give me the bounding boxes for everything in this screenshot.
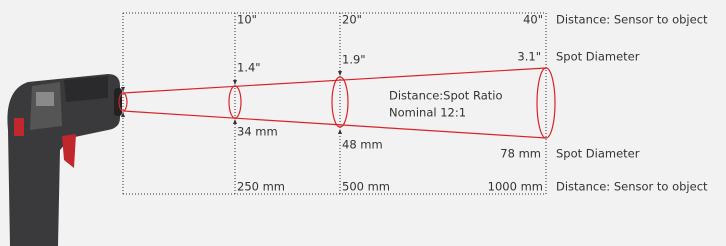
spot-inch-label: 3.1" bbox=[517, 50, 541, 64]
distance-mm-label: 1000 mm bbox=[488, 180, 543, 194]
diagram: 10" 20" 40" Distance: Sensor to object 1… bbox=[0, 0, 726, 246]
distance-inch-label: 40" bbox=[523, 13, 543, 27]
side-label: Distance: Sensor to object bbox=[556, 13, 708, 27]
spot-mm-label: 48 mm bbox=[342, 138, 383, 152]
distance-mm-label: 250 mm bbox=[237, 180, 285, 194]
distance-inch-label: 10" bbox=[237, 13, 257, 27]
spot-mm-label: 34 mm bbox=[237, 125, 278, 139]
side-label: Spot Diameter bbox=[556, 50, 640, 64]
distance-inch-label: 20" bbox=[342, 13, 362, 27]
ratio-title: Distance:Spot Ratio bbox=[389, 89, 502, 103]
spot-inch-label: 1.9" bbox=[342, 53, 366, 67]
spot-inch-label: 1.4" bbox=[237, 61, 261, 75]
side-label: Spot Diameter bbox=[556, 147, 640, 161]
spot-mm-label: 78 mm bbox=[500, 147, 541, 161]
side-label: Distance: Sensor to object bbox=[556, 180, 708, 194]
ratio-value: Nominal 12:1 bbox=[389, 106, 466, 120]
distance-mm-label: 500 mm bbox=[342, 180, 390, 194]
